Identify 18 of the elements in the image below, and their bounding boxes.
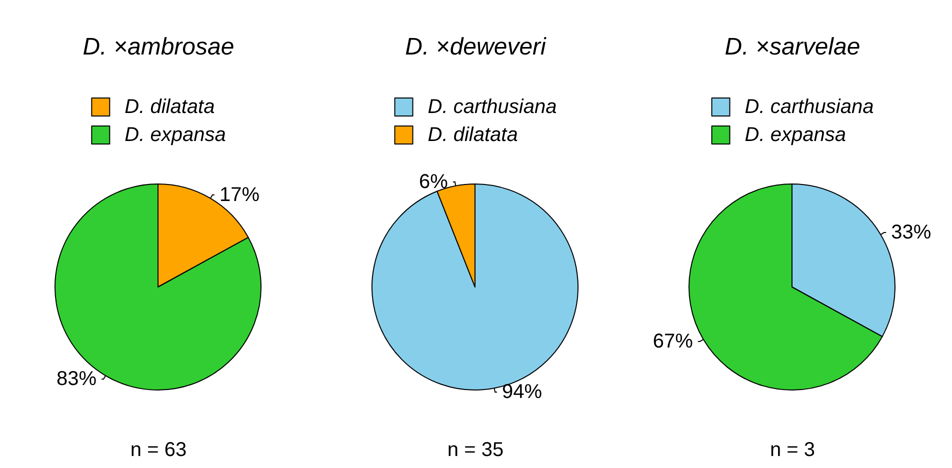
legend-label: D. dilatata <box>428 124 518 146</box>
data-label: 6% <box>419 170 448 193</box>
chart-title: D. ×sarvelae <box>724 34 860 60</box>
legend-label: D. dilatata <box>124 96 215 118</box>
data-label: 94% <box>502 381 542 404</box>
text: n = 3 <box>770 439 816 461</box>
legend-label: D. expansa <box>744 124 846 146</box>
legend-label: D. carthusiana <box>428 96 557 118</box>
legend-label: D. expansa <box>124 124 226 146</box>
text: n = 63 <box>130 439 187 461</box>
data-label: 17% <box>219 184 260 206</box>
data-label: 67% <box>652 330 694 352</box>
chart-title: D. ×deweveri <box>405 34 547 60</box>
legend-label: D. carthusiana <box>744 96 874 118</box>
text: n = 35 <box>447 439 504 461</box>
data-label: 33% <box>891 222 932 244</box>
chart-title: D. ×ambrosae <box>82 34 234 60</box>
data-label: 83% <box>56 368 97 390</box>
